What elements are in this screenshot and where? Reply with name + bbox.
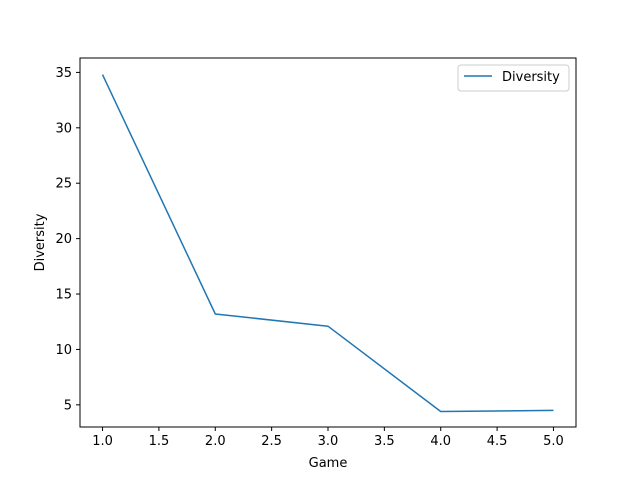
- legend-box: [457, 64, 570, 92]
- y-tick-label: 35: [55, 66, 72, 81]
- series-line-diversity: [101, 74, 554, 413]
- x-tick-label: 4.0: [430, 434, 451, 449]
- x-tick-label: 2.5: [261, 434, 282, 449]
- axes-frame: [79, 57, 577, 428]
- plot-area: [101, 74, 554, 413]
- axis-ticks: 1.0 1.5 2.0 2.5 3.0 3.5 4.0 4.5 5.0 5 10 15 20 25 30 35: [55, 66, 563, 449]
- y-tick-label: 25: [55, 177, 72, 192]
- x-tick-label: 4.5: [487, 434, 508, 449]
- x-tick-label: 1.0: [92, 434, 113, 449]
- legend: Diversity: [457, 64, 570, 92]
- y-tick-label: 10: [55, 343, 72, 358]
- x-tick-label: 2.0: [205, 434, 226, 449]
- x-tick-label: 3.5: [374, 434, 395, 449]
- y-tick-label: 5: [64, 398, 72, 413]
- x-tick-label: 1.5: [149, 434, 170, 449]
- x-axis-label: Game: [309, 456, 348, 471]
- y-tick-label: 30: [55, 121, 72, 136]
- legend-label-diversity: Diversity: [502, 70, 560, 85]
- x-tick-label: 5.0: [543, 434, 564, 449]
- y-tick-label: 15: [55, 288, 72, 303]
- y-tick-label: 20: [55, 232, 72, 247]
- y-axis-label: Diversity: [33, 213, 48, 271]
- x-tick-label: 3.0: [318, 434, 339, 449]
